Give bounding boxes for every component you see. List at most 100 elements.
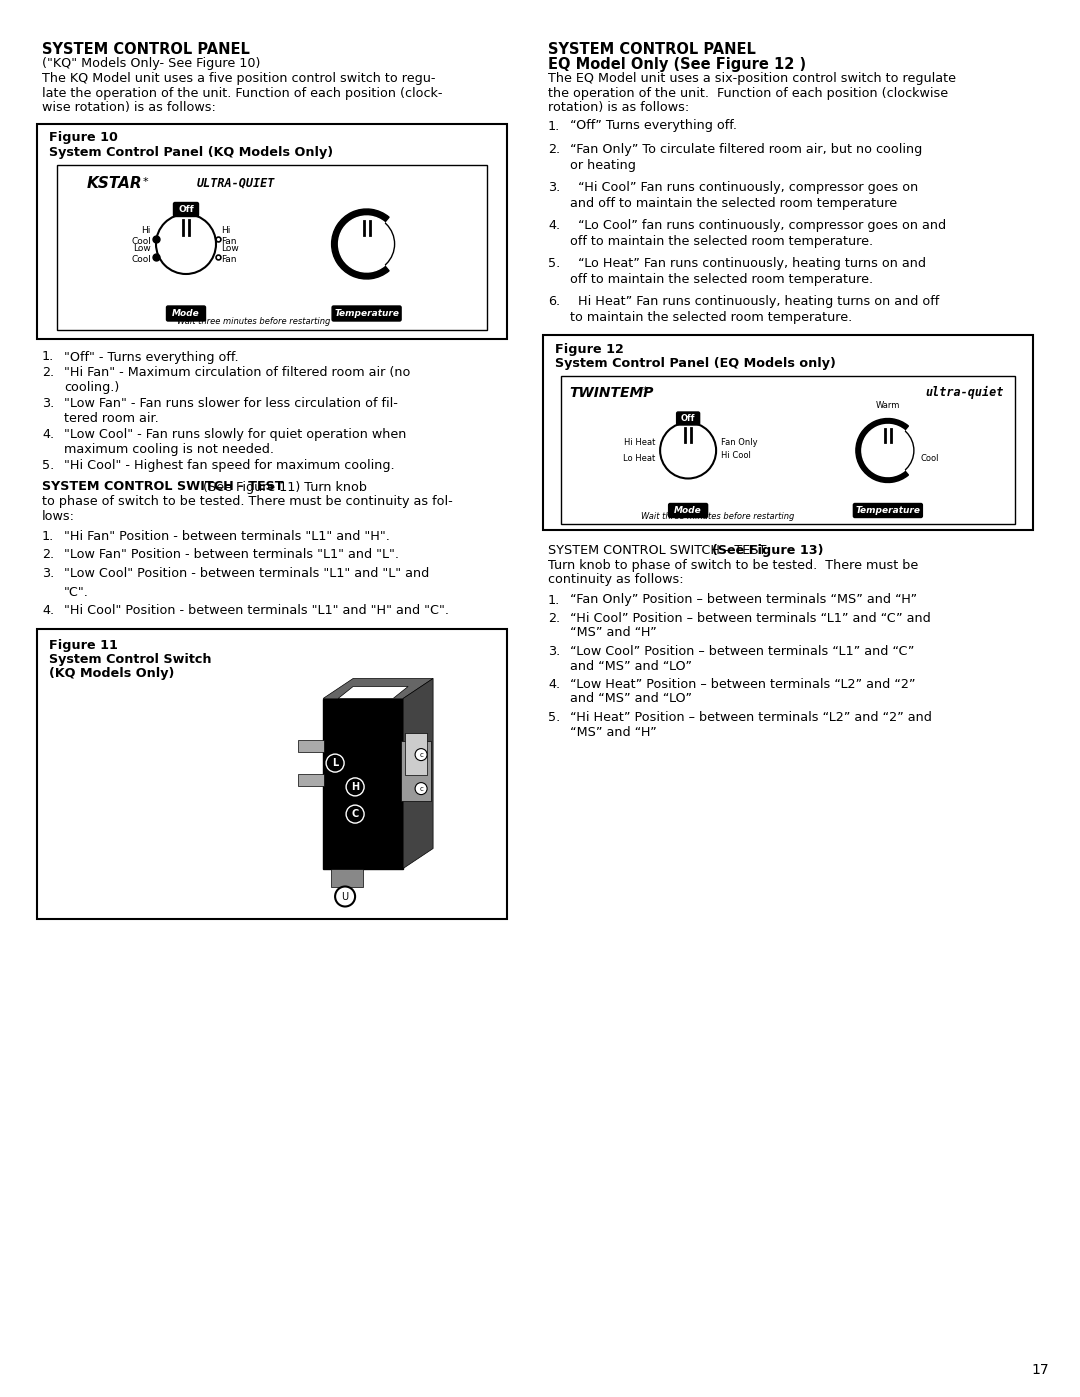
Text: 3.: 3. bbox=[548, 645, 561, 658]
Text: “MS” and “H”: “MS” and “H” bbox=[570, 725, 657, 739]
Text: "Low Cool" - Fan runs slowly for quiet operation when: "Low Cool" - Fan runs slowly for quiet o… bbox=[64, 427, 406, 441]
Circle shape bbox=[346, 805, 364, 823]
Text: “Hi Cool” Fan runs continuously, compressor goes on: “Hi Cool” Fan runs continuously, compres… bbox=[570, 182, 918, 194]
Text: "Off" - Turns everything off.: "Off" - Turns everything off. bbox=[64, 351, 239, 363]
Text: rotation) is as follows:: rotation) is as follows: bbox=[548, 101, 689, 115]
FancyBboxPatch shape bbox=[298, 774, 324, 787]
Circle shape bbox=[660, 422, 716, 479]
Text: 3.: 3. bbox=[42, 397, 54, 409]
Text: 1.: 1. bbox=[42, 529, 54, 543]
Text: or heating: or heating bbox=[570, 158, 636, 172]
Text: and off to maintain the selected room temperature: and off to maintain the selected room te… bbox=[570, 197, 897, 210]
Text: 1.: 1. bbox=[42, 351, 54, 363]
Circle shape bbox=[156, 214, 216, 274]
Circle shape bbox=[346, 778, 364, 796]
Circle shape bbox=[415, 782, 427, 795]
Text: Off: Off bbox=[680, 414, 696, 423]
FancyBboxPatch shape bbox=[333, 306, 401, 321]
Text: and “MS” and “LO”: and “MS” and “LO” bbox=[570, 659, 692, 672]
Text: 4.: 4. bbox=[42, 604, 54, 617]
Text: (KQ Models Only): (KQ Models Only) bbox=[49, 668, 174, 680]
FancyBboxPatch shape bbox=[298, 740, 324, 752]
Circle shape bbox=[415, 749, 427, 760]
Text: Figure 11: Figure 11 bbox=[49, 638, 118, 651]
Text: EQ Model Only (See Figure 12 ): EQ Model Only (See Figure 12 ) bbox=[548, 57, 806, 73]
Text: c: c bbox=[419, 752, 423, 757]
FancyBboxPatch shape bbox=[669, 503, 707, 517]
Text: 4.: 4. bbox=[548, 219, 561, 232]
Text: "Hi Cool" - Highest fan speed for maximum cooling.: "Hi Cool" - Highest fan speed for maximu… bbox=[64, 460, 394, 472]
Wedge shape bbox=[855, 419, 908, 482]
Text: Warm: Warm bbox=[876, 401, 900, 411]
Text: 5.: 5. bbox=[42, 460, 54, 472]
Text: SYSTEM CONTROL SWITCH - TEST: SYSTEM CONTROL SWITCH - TEST bbox=[42, 481, 284, 493]
Text: Cool: Cool bbox=[921, 454, 940, 462]
Text: Lo Heat: Lo Heat bbox=[623, 454, 656, 462]
Text: 2.: 2. bbox=[548, 612, 561, 624]
Text: “Low Cool” Position – between terminals “L1” and “C”: “Low Cool” Position – between terminals … bbox=[570, 645, 915, 658]
Text: The EQ Model unit uses a six-position control switch to regulate: The EQ Model unit uses a six-position co… bbox=[548, 73, 956, 85]
Polygon shape bbox=[323, 698, 403, 869]
FancyBboxPatch shape bbox=[853, 503, 922, 517]
FancyBboxPatch shape bbox=[174, 203, 199, 217]
FancyBboxPatch shape bbox=[676, 412, 700, 425]
Polygon shape bbox=[323, 679, 433, 698]
Text: “Fan Only” To circulate filtered room air, but no cooling: “Fan Only” To circulate filtered room ai… bbox=[570, 142, 922, 156]
Text: Low
Fan: Low Fan bbox=[221, 244, 239, 264]
Text: ULTRA-QUIET: ULTRA-QUIET bbox=[197, 176, 275, 190]
Text: 4.: 4. bbox=[42, 427, 54, 441]
Text: 5.: 5. bbox=[548, 257, 561, 270]
Text: TWINTEMP: TWINTEMP bbox=[569, 386, 653, 400]
Text: "Low Fan" - Fan runs slower for less circulation of fil-: "Low Fan" - Fan runs slower for less cir… bbox=[64, 397, 397, 409]
Text: wise rotation) is as follows:: wise rotation) is as follows: bbox=[42, 101, 216, 115]
Text: 1.: 1. bbox=[548, 120, 561, 133]
Text: KSTAR: KSTAR bbox=[87, 176, 143, 191]
Text: continuity as follows:: continuity as follows: bbox=[548, 573, 684, 585]
Text: System Control Panel (EQ Models only): System Control Panel (EQ Models only) bbox=[555, 358, 836, 370]
Text: “Lo Cool” fan runs continuously, compressor goes on and: “Lo Cool” fan runs continuously, compres… bbox=[570, 219, 946, 232]
FancyBboxPatch shape bbox=[166, 306, 205, 321]
Text: U: U bbox=[341, 891, 349, 901]
Text: late the operation of the unit. Function of each position (clock-: late the operation of the unit. Function… bbox=[42, 87, 443, 99]
FancyBboxPatch shape bbox=[401, 740, 431, 800]
Text: 3.: 3. bbox=[548, 182, 561, 194]
Text: “Hi Heat” Position – between terminals “L2” and “2” and: “Hi Heat” Position – between terminals “… bbox=[570, 711, 932, 724]
Text: Mode: Mode bbox=[172, 309, 200, 319]
Text: "Hi Fan" - Maximum circulation of filtered room air (no: "Hi Fan" - Maximum circulation of filter… bbox=[64, 366, 410, 379]
Text: 2.: 2. bbox=[42, 366, 54, 379]
Text: Temperature: Temperature bbox=[334, 309, 400, 319]
Text: Hi Heat: Hi Heat bbox=[624, 439, 656, 447]
Text: off to maintain the selected room temperature.: off to maintain the selected room temper… bbox=[570, 235, 873, 247]
FancyBboxPatch shape bbox=[561, 376, 1015, 524]
Text: “Fan Only” Position – between terminals “MS” and “H”: “Fan Only” Position – between terminals … bbox=[570, 594, 917, 606]
Text: *: * bbox=[643, 386, 648, 395]
Text: “Off” Turns everything off.: “Off” Turns everything off. bbox=[570, 120, 737, 133]
Text: (See Figure 13): (See Figure 13) bbox=[703, 543, 824, 557]
Text: to maintain the selected room temperature.: to maintain the selected room temperatur… bbox=[570, 310, 852, 324]
Text: 2.: 2. bbox=[548, 142, 561, 156]
Text: tered room air.: tered room air. bbox=[64, 412, 159, 426]
Text: Wait three minutes before restarting: Wait three minutes before restarting bbox=[177, 317, 330, 326]
Text: 4.: 4. bbox=[548, 678, 561, 692]
Text: "C".: "C". bbox=[64, 585, 89, 598]
Text: SYSTEM CONTROL PANEL: SYSTEM CONTROL PANEL bbox=[548, 42, 756, 57]
Text: Wait three minutes before restarting: Wait three minutes before restarting bbox=[642, 511, 795, 521]
Text: 6.: 6. bbox=[548, 295, 561, 307]
Polygon shape bbox=[403, 679, 433, 869]
Text: c: c bbox=[419, 785, 423, 792]
Wedge shape bbox=[862, 425, 905, 476]
Text: "Hi Cool" Position - between terminals "L1" and "H" and "C".: "Hi Cool" Position - between terminals "… bbox=[64, 604, 449, 617]
Text: The KQ Model unit uses a five position control switch to regu-: The KQ Model unit uses a five position c… bbox=[42, 73, 435, 85]
Text: Figure 12: Figure 12 bbox=[555, 344, 624, 356]
Text: 2.: 2. bbox=[42, 549, 54, 562]
Text: cooling.): cooling.) bbox=[64, 381, 119, 394]
Text: Off: Off bbox=[178, 205, 194, 214]
Text: Turn knob to phase of switch to be tested.  There must be: Turn knob to phase of switch to be teste… bbox=[548, 559, 918, 571]
Text: “MS” and “H”: “MS” and “H” bbox=[570, 626, 657, 640]
Text: SYSTEM CONTROL SWITCH – TEST: SYSTEM CONTROL SWITCH – TEST bbox=[548, 543, 767, 557]
Text: L: L bbox=[332, 759, 338, 768]
Text: System Control Switch: System Control Switch bbox=[49, 652, 212, 666]
Text: “Hi Cool” Position – between terminals “L1” and “C” and: “Hi Cool” Position – between terminals “… bbox=[570, 612, 931, 624]
Text: Figure 10: Figure 10 bbox=[49, 131, 118, 144]
Text: "Hi Fan" Position - between terminals "L1" and "H".: "Hi Fan" Position - between terminals "L… bbox=[64, 529, 390, 543]
